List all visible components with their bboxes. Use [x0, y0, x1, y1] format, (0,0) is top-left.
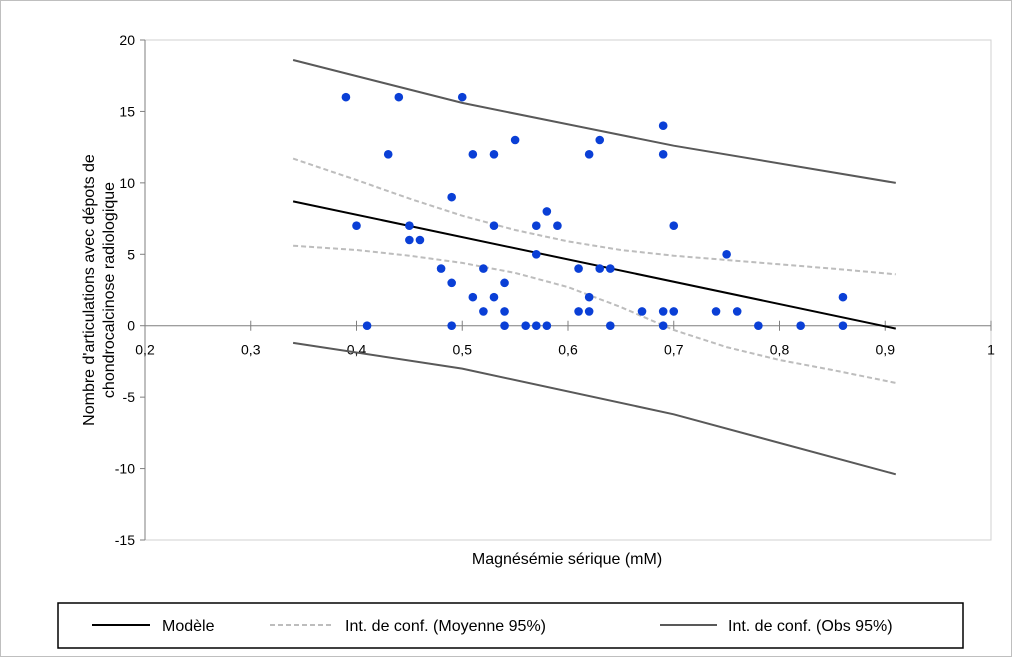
y-axis-title-line-2: chondrocalcinose radiologique [101, 182, 118, 398]
legend-label-ci-mean: Int. de conf. (Moyenne 95%) [345, 618, 546, 635]
data-point [479, 264, 488, 273]
data-point [447, 321, 456, 331]
data-point [457, 92, 467, 102]
x-axis-title: Magnésémie sérique (mM) [472, 551, 662, 568]
data-point [489, 221, 499, 231]
data-point [394, 92, 404, 102]
data-point [415, 235, 425, 245]
y-tick-label: -5 [123, 389, 136, 405]
data-point [595, 135, 605, 145]
data-point [669, 307, 679, 316]
y-tick-labels: -15 -10 -5 0 5 10 15 20 [115, 32, 135, 548]
data-point [606, 321, 615, 331]
data-point [669, 221, 679, 231]
data-point [489, 149, 499, 159]
x-tick-labels: 0,2 0,3 0,4 0,5 0,6 0,7 0,8 0,9 1 [135, 342, 995, 358]
data-point [838, 321, 848, 331]
data-point [479, 307, 488, 316]
data-point [606, 264, 615, 273]
series-line-3 [292, 59, 896, 184]
data-point [838, 292, 848, 302]
data-point [489, 292, 499, 302]
data-point [500, 307, 509, 316]
data-point [658, 321, 668, 331]
data-point [468, 292, 478, 302]
x-tick-label: 0,9 [876, 342, 896, 358]
axes [140, 39, 992, 541]
legend: Modèle Int. de conf. (Moyenne 95%) Int. … [57, 602, 964, 649]
y-tick-label: 20 [119, 32, 135, 48]
data-point [500, 278, 509, 288]
data-point [658, 149, 668, 159]
data-point [468, 149, 478, 159]
y-axis-title: Nombre d'articulations avec dépots de ch… [81, 154, 118, 426]
data-point [754, 321, 763, 331]
series-line-4 [292, 341, 897, 476]
y-tick-label: -10 [115, 461, 135, 477]
data-point [500, 321, 509, 331]
series-lines [292, 59, 897, 476]
data-point [574, 264, 583, 273]
data-point [732, 307, 742, 316]
x-tick-label: 0,6 [558, 342, 578, 358]
series-line-2 [293, 244, 896, 384]
data-point [436, 264, 446, 273]
data-point [711, 307, 721, 316]
data-point [510, 135, 520, 145]
y-axis-title-line-1: Nombre d'articulations avec dépots de [81, 154, 98, 426]
data-point [595, 264, 605, 273]
legend-label-ci-obs: Int. de conf. (Obs 95%) [728, 618, 893, 635]
data-point [531, 221, 541, 231]
legend-label-model: Modèle [162, 618, 215, 635]
y-tick-label: 5 [127, 246, 135, 262]
data-point [584, 292, 594, 302]
data-point [553, 221, 562, 231]
data-point [352, 221, 361, 231]
data-point [531, 249, 541, 259]
y-tick-label: 10 [119, 175, 135, 191]
data-point [405, 235, 414, 245]
data-point [722, 249, 731, 259]
x-tick-label: 1 [987, 342, 995, 358]
x-tick-label: 0,5 [453, 342, 473, 358]
data-point [637, 307, 647, 316]
data-point [447, 192, 456, 202]
data-point [658, 307, 668, 316]
y-tick-label: -15 [115, 532, 135, 548]
series-line-1 [292, 157, 896, 276]
data-point [584, 307, 594, 316]
x-tick-label: 0,3 [241, 342, 261, 358]
y-tick-label: 0 [127, 318, 135, 334]
x-tick-label: 0,8 [770, 342, 790, 358]
x-tick-label: 0,2 [135, 342, 155, 358]
x-tick-label: 0,7 [664, 342, 684, 358]
legend-box [57, 602, 964, 649]
data-point [405, 221, 414, 231]
data-point [447, 278, 456, 288]
data-point [796, 321, 805, 331]
x-tick-label: 0,4 [347, 342, 367, 358]
series-line-0 [292, 200, 897, 330]
data-point [542, 321, 552, 331]
data-point [521, 321, 530, 331]
data-point [362, 321, 372, 331]
data-point [341, 92, 351, 102]
data-points [341, 92, 848, 331]
data-point [574, 307, 583, 316]
data-point [383, 149, 393, 159]
y-tick-label: 15 [119, 103, 135, 119]
data-point [584, 149, 594, 159]
data-point [658, 121, 668, 131]
data-point [542, 207, 552, 216]
data-point [531, 321, 541, 331]
